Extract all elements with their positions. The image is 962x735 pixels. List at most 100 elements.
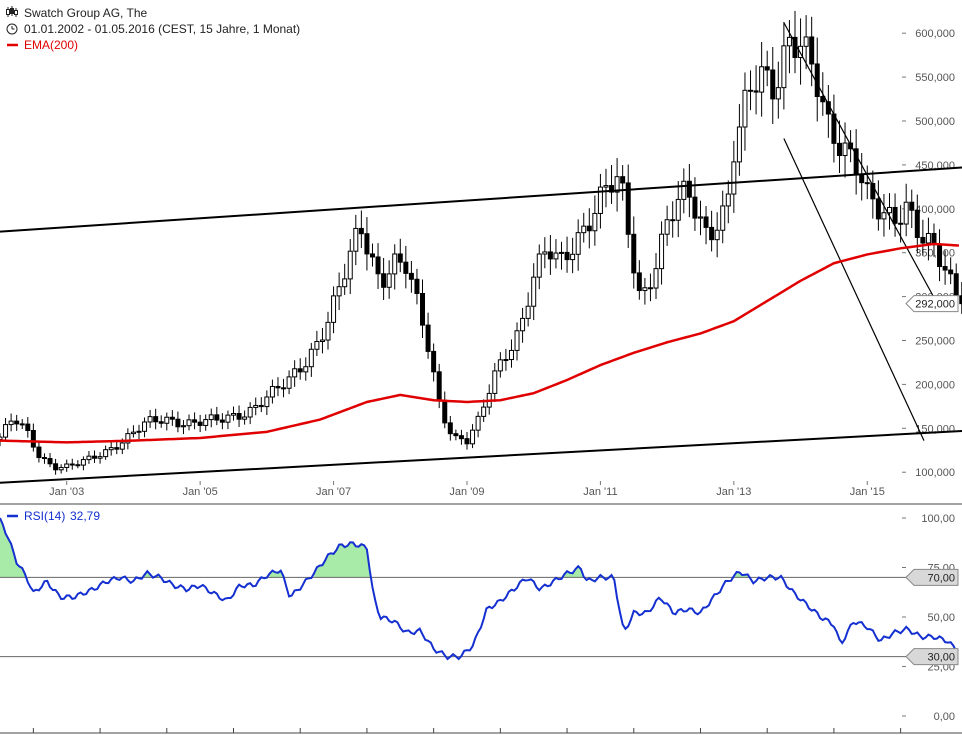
- candle-body: [748, 89, 754, 92]
- candle-body: [542, 251, 548, 255]
- candle-body: [798, 45, 804, 58]
- candle-body: [736, 126, 742, 163]
- rsi-overbought-fill: [0, 518, 773, 578]
- candle-body: [764, 66, 770, 71]
- rsi-line: [0, 517, 958, 661]
- candle-body: [525, 305, 531, 319]
- candle-body: [842, 142, 848, 157]
- candle-body: [920, 236, 926, 244]
- price-x-tick-label: Jan '13: [716, 486, 751, 498]
- candle-body: [481, 406, 487, 417]
- candle-body: [759, 66, 765, 93]
- candle-body: [581, 225, 587, 234]
- candle-body: [625, 182, 631, 235]
- candle-body: [781, 45, 787, 89]
- candle-body: [275, 385, 281, 389]
- candle-body: [336, 286, 342, 297]
- candlestick-icon: [6, 6, 18, 17]
- candle-body: [225, 414, 231, 423]
- rsi-series: [0, 517, 958, 661]
- candle-body: [142, 421, 148, 432]
- candle-body: [180, 425, 186, 428]
- candle-body: [353, 227, 359, 252]
- candle-body: [319, 339, 325, 343]
- candle-body: [703, 216, 709, 228]
- candle-body: [464, 438, 470, 445]
- candle-body: [447, 422, 453, 435]
- price-x-tick-label: Jan '07: [316, 486, 351, 498]
- trend-lines: [0, 22, 962, 484]
- candle-body: [236, 413, 242, 420]
- candle-body: [492, 370, 498, 394]
- rsi-y-tick-label: 0,00: [934, 711, 955, 723]
- rsi-level-tags: 70,00 30,00: [905, 568, 959, 666]
- candlestick-series: [0, 10, 962, 475]
- candle-body: [19, 423, 25, 426]
- candle-body: [392, 253, 398, 275]
- candle-body: [197, 421, 203, 426]
- falling-channel-lower: [783, 138, 925, 441]
- candle-body: [836, 142, 842, 157]
- price-y-tick-label: 250,000: [915, 336, 955, 348]
- candle-body: [659, 233, 665, 270]
- last-price-tag-box: [905, 295, 959, 313]
- candle-body: [64, 463, 70, 468]
- lower-channel-line: [0, 429, 962, 484]
- rsi-overbought-area: [314, 542, 370, 578]
- rsi-legend: RSI(14) 32,79: [7, 509, 100, 523]
- candle-body: [497, 359, 503, 372]
- candle-body: [636, 272, 642, 292]
- candle-body: [242, 416, 248, 420]
- candle-body: [770, 69, 776, 100]
- candle-body: [547, 251, 553, 260]
- last-price-tag: 292,000: [905, 295, 959, 313]
- candle-body: [508, 349, 514, 361]
- candle-body: [269, 385, 275, 398]
- price-x-tick-label: Jan '15: [850, 486, 885, 498]
- candle-body: [30, 429, 36, 448]
- chart-header: Swatch Group AG, The 01.01.2002 - 01.05.…: [6, 6, 300, 52]
- candle-body: [253, 404, 259, 408]
- candle-body: [119, 442, 125, 450]
- candle-body: [820, 96, 826, 103]
- candle-body: [41, 457, 47, 460]
- candle-body: [125, 433, 131, 444]
- candle-body: [208, 414, 214, 421]
- candle-body: [647, 287, 653, 290]
- candle-body: [559, 251, 565, 254]
- candle-body: [425, 324, 431, 352]
- candle-body: [531, 276, 537, 307]
- candle-body: [80, 459, 86, 466]
- candle-body: [364, 233, 370, 255]
- candle-body: [681, 180, 687, 200]
- candle-body: [631, 233, 637, 274]
- ema-legend-label: EMA(200): [24, 38, 78, 52]
- candle-body: [875, 198, 881, 220]
- candle-body: [903, 201, 909, 225]
- candle-body: [725, 193, 731, 207]
- candle-body: [914, 209, 920, 238]
- rsi-level-tag-label: 70,00: [927, 572, 955, 584]
- price-x-tick-label: Jan '03: [49, 486, 84, 498]
- candle-body: [458, 435, 464, 440]
- rsi-reference-levels: [0, 576, 906, 658]
- candle-body: [925, 232, 931, 244]
- candle-body: [520, 317, 526, 332]
- candle-body: [192, 419, 198, 423]
- rsi-overbought-area: [144, 571, 151, 578]
- price-x-tick-label: Jan '11: [583, 486, 617, 498]
- candle-body: [592, 212, 598, 232]
- candle-body: [775, 87, 781, 100]
- candle-body: [286, 376, 292, 389]
- candle-body: [809, 36, 815, 65]
- candle-body: [731, 161, 737, 195]
- candle-body: [436, 371, 442, 401]
- candle-body: [937, 244, 943, 268]
- candle-body: [375, 256, 381, 275]
- candle-body: [514, 330, 520, 351]
- price-x-axis: Jan '03 Jan '05 Jan '07 Jan '09 Jan '11 Jan '…: [49, 481, 885, 498]
- candle-body: [3, 424, 9, 438]
- candle-body: [414, 278, 420, 294]
- rsi-level-tag-box: [905, 648, 959, 666]
